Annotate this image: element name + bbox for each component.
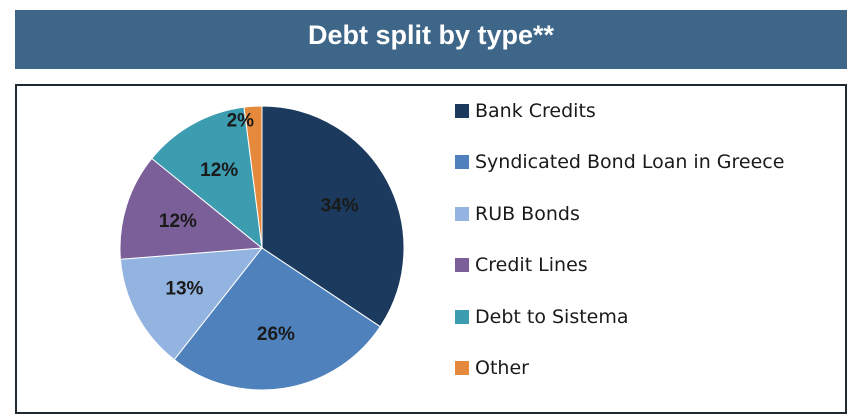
slice-data-label: 13% — [165, 279, 203, 300]
pie-slice-syndicated-bond-loan-in-greece — [173, 247, 381, 391]
legend-label: Syndicated Bond Loan in Greece — [475, 151, 785, 174]
pie-slice-other — [243, 105, 263, 249]
legend-item: RUB Bonds — [455, 201, 580, 227]
legend-label: Bank Credits — [475, 100, 596, 122]
legend-swatch — [455, 104, 469, 118]
legend-item: Bank Credits — [455, 98, 596, 124]
slice-data-label: 12% — [159, 211, 197, 232]
pie-slice-rub-bonds — [119, 247, 264, 361]
pie-slice-credit-lines — [119, 157, 264, 260]
slice-data-label: 34% — [321, 195, 359, 216]
legend-swatch — [455, 155, 469, 170]
legend-item: Syndicated Bond Loan in Greece — [455, 149, 784, 175]
legend-item: Credit Lines — [455, 252, 588, 278]
chart-title: Debt split by type** — [307, 20, 555, 50]
legend-label: Other — [475, 357, 529, 379]
slice-data-label: 2% — [227, 111, 255, 132]
chart-header: Debt split by type** — [15, 10, 847, 69]
legend-label: RUB Bonds — [475, 202, 580, 225]
legend-swatch — [455, 206, 469, 221]
legend-item: Other — [455, 355, 529, 381]
legend-swatch — [455, 361, 469, 375]
slice-data-label: 26% — [257, 324, 295, 345]
legend-item: Debt to Sistema — [455, 304, 629, 330]
slice-data-label: 12% — [200, 160, 238, 181]
legend-swatch — [455, 258, 469, 273]
pie-slice-debt-to-sistema — [151, 106, 263, 250]
legend-label: Credit Lines — [475, 254, 588, 277]
legend-swatch — [455, 309, 469, 324]
legend-label: Debt to Sistema — [475, 305, 629, 328]
